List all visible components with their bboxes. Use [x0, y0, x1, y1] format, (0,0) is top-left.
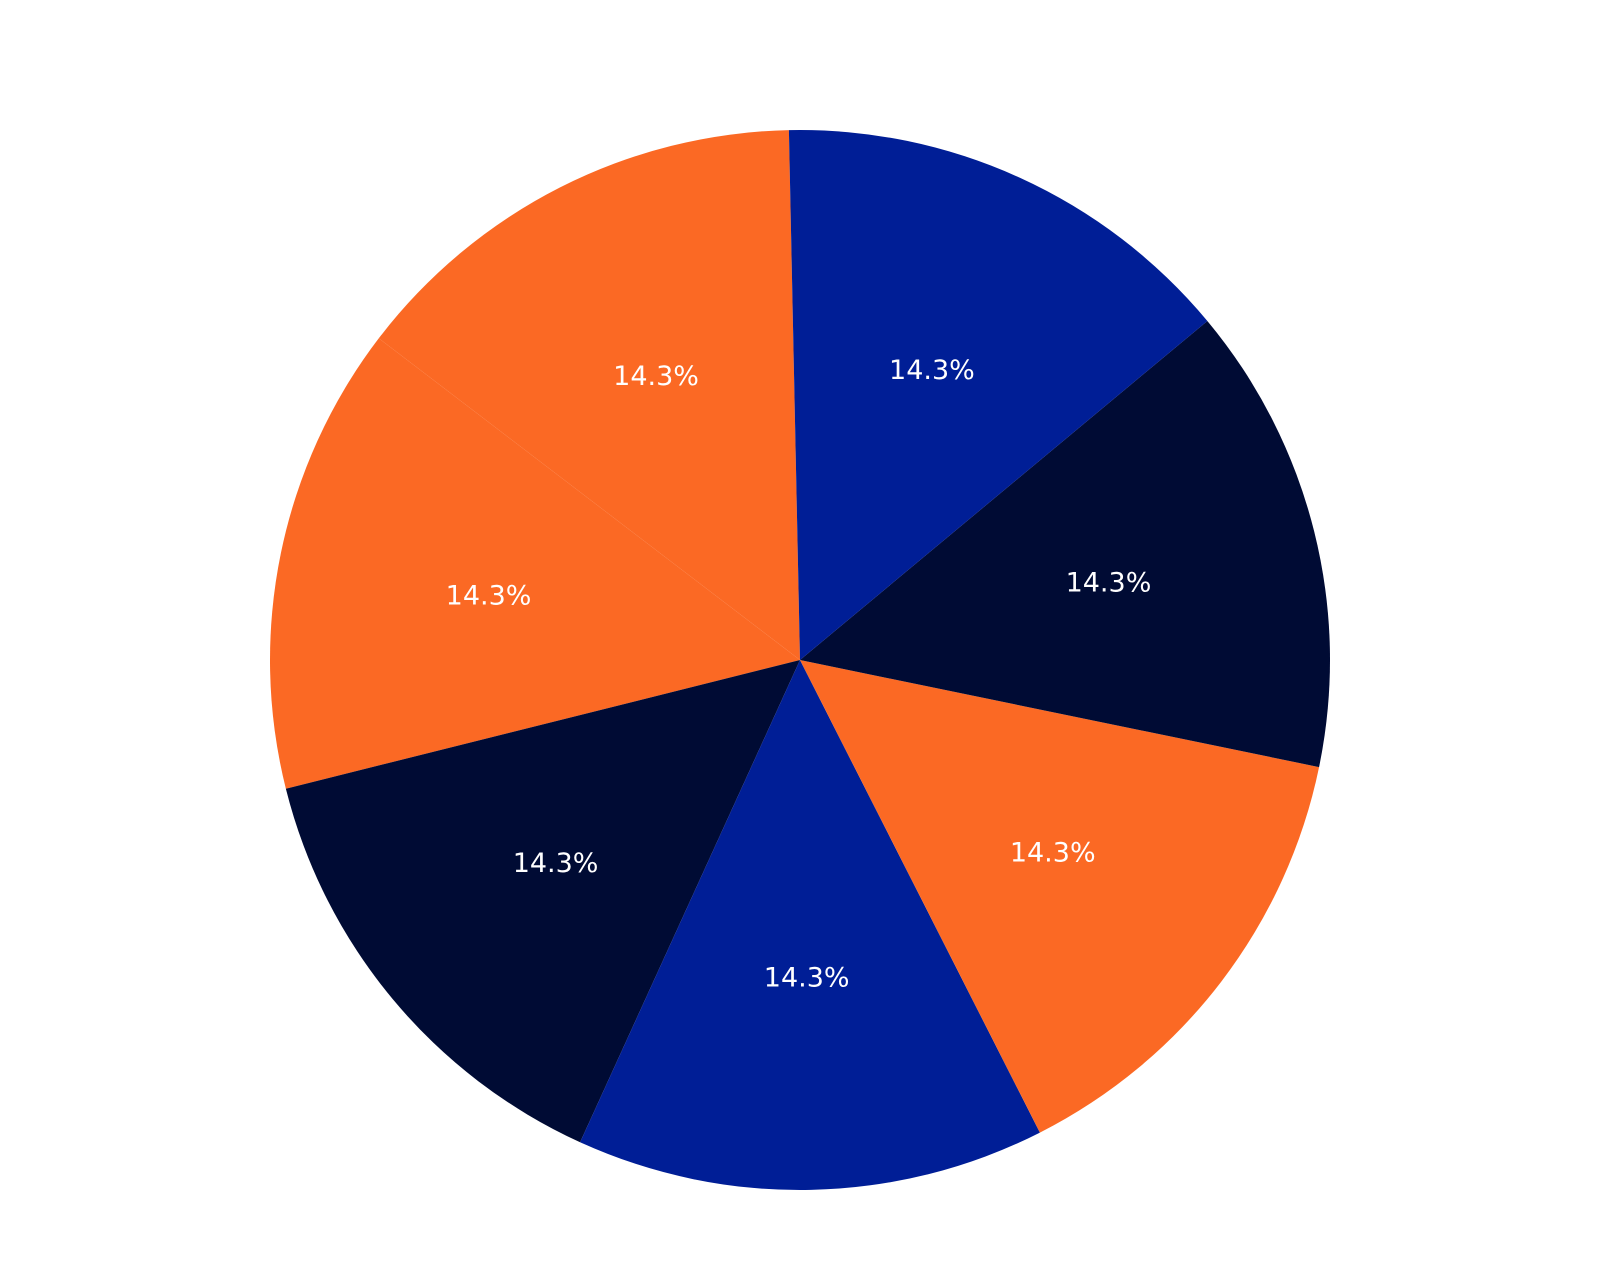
pie-slice-label-2: 14.3% — [446, 580, 532, 611]
pie-slice-5 — [800, 660, 1320, 1133]
pie-slice-label-5: 14.3% — [1010, 838, 1096, 869]
pie-slice-label-3: 14.3% — [513, 848, 599, 879]
pie-slice-2 — [269, 338, 800, 789]
pie-slices — [269, 130, 1331, 1190]
pie-slice-label-1: 14.3% — [613, 361, 699, 392]
pie-labels: 14.3% 14.3% 14.3% 14.3% 14.3% 14.3% 14.3% — [446, 355, 1152, 993]
pie-slice-label-4: 14.3% — [764, 962, 850, 993]
pie-slice-3 — [285, 660, 800, 1143]
pie-slice-1 — [378, 130, 800, 660]
pie-slice-4 — [580, 660, 1040, 1190]
pie-slice-6 — [800, 320, 1331, 768]
pie-slice-label-7: 14.3% — [889, 355, 975, 386]
pie-slice-7 — [788, 130, 1208, 660]
pie-slice-label-6: 14.3% — [1066, 567, 1152, 598]
